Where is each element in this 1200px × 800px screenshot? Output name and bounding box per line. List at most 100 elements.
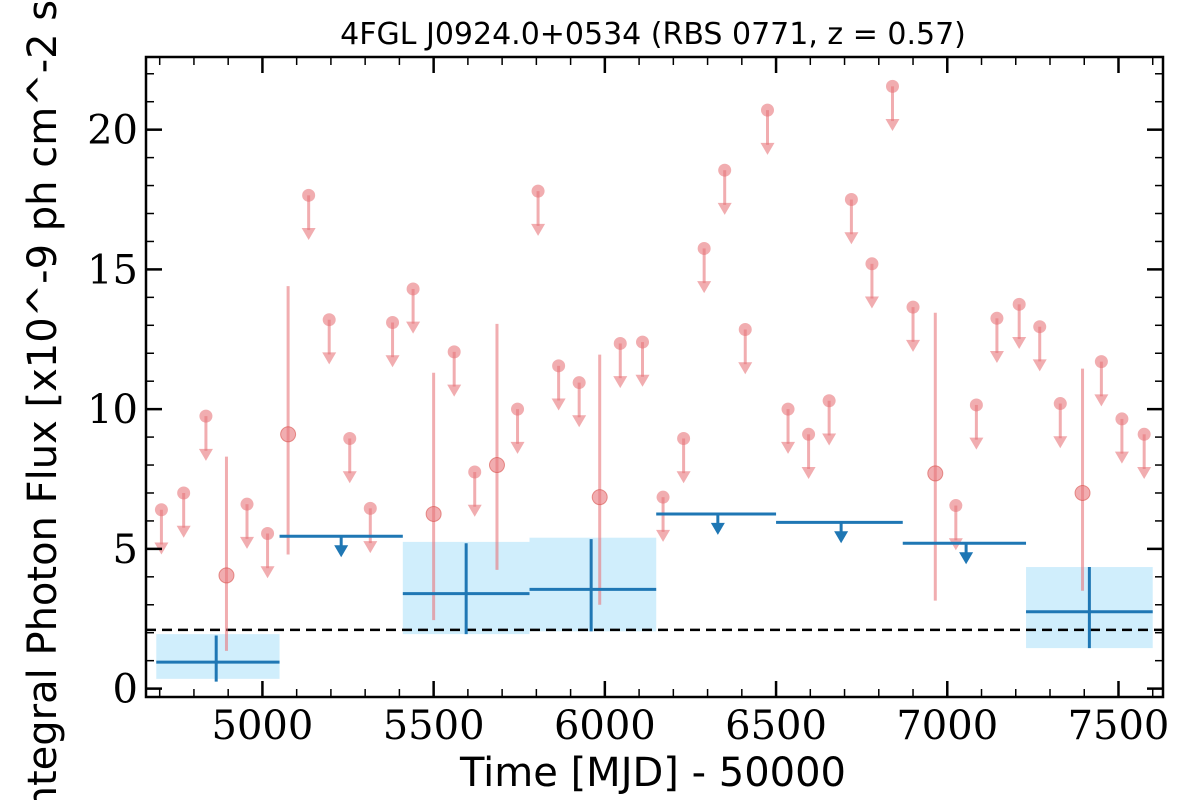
upper-limit-point xyxy=(656,490,670,504)
x-tick-label: 6500 xyxy=(725,703,827,749)
upper-limit-point xyxy=(718,163,732,177)
y-tick-label: 20 xyxy=(87,108,138,154)
upper-limit-point xyxy=(386,316,400,330)
upper-limit-arrow xyxy=(1012,337,1027,350)
upper-limit-arrow xyxy=(1137,467,1152,480)
y-tick-label: 10 xyxy=(87,387,138,433)
upper-limit-point xyxy=(822,394,836,408)
upper-limit-arrow xyxy=(363,541,378,554)
upper-limit-point xyxy=(322,313,336,327)
upper-limit-arrow xyxy=(697,281,712,294)
upper-limit-arrow xyxy=(176,525,191,538)
upper-limit-point xyxy=(240,497,254,511)
upper-limit-point xyxy=(447,345,461,359)
coarse-bin-band xyxy=(156,634,280,679)
upper-limit-point xyxy=(343,431,357,445)
upper-limit-arrow xyxy=(885,119,900,132)
x-tick-label: 7000 xyxy=(896,703,998,749)
detection-point xyxy=(280,426,297,443)
upper-limit-point xyxy=(572,376,586,390)
upper-limit-point xyxy=(302,188,316,202)
upper-limit-arrow xyxy=(342,471,357,484)
upper-limit-point xyxy=(761,103,774,117)
coarse-upper-limit-arrow xyxy=(334,545,349,558)
detection-point xyxy=(1074,484,1091,501)
upper-limit-point xyxy=(636,335,650,349)
upper-limit-arrow xyxy=(801,467,816,480)
upper-limit-arrow xyxy=(551,398,566,411)
upper-limit-point xyxy=(613,336,627,350)
upper-limit-point xyxy=(1033,320,1047,334)
upper-limit-arrow xyxy=(240,536,255,549)
upper-limit-arrow xyxy=(676,471,691,484)
upper-limit-point xyxy=(552,359,566,373)
x-tick-label: 5500 xyxy=(383,703,485,749)
upper-limit-arrow xyxy=(906,339,921,352)
upper-limit-arrow xyxy=(613,376,628,389)
upper-limit-arrow xyxy=(510,441,525,454)
upper-limit-arrow xyxy=(260,566,275,579)
upper-limit-arrow xyxy=(781,441,796,454)
detection-point xyxy=(927,465,944,482)
upper-limit-arrow xyxy=(738,362,753,375)
upper-limit-point xyxy=(468,465,482,479)
upper-limit-point xyxy=(1094,355,1108,369)
upper-limit-point xyxy=(802,427,816,441)
upper-limit-point xyxy=(844,193,858,207)
upper-limit-arrow xyxy=(1094,394,1109,407)
upper-limit-arrow xyxy=(406,321,421,334)
upper-limit-arrow xyxy=(301,228,316,241)
y-axis-label: Integral Photon Flux [x10^-9 ph cm^-2 s^… xyxy=(20,0,66,800)
upper-limit-point xyxy=(1115,412,1129,426)
upper-limit-arrow xyxy=(385,355,400,368)
upper-limit-arrow xyxy=(717,202,732,215)
plot-frame xyxy=(144,55,1165,699)
upper-limit-point xyxy=(1012,297,1026,311)
plot-area xyxy=(146,79,1163,682)
upper-limit-point xyxy=(969,398,983,412)
upper-limit-point xyxy=(199,409,213,423)
upper-limit-arrow xyxy=(531,223,546,236)
x-tick-label: 6000 xyxy=(554,703,656,749)
upper-limit-arrow xyxy=(969,437,984,450)
coarse-upper-limit-arrow xyxy=(959,552,974,565)
upper-limit-point xyxy=(906,300,920,314)
coarse-upper-limit-arrow xyxy=(710,522,725,535)
upper-limit-arrow xyxy=(447,384,462,397)
upper-limit-point xyxy=(738,322,752,336)
detection-point xyxy=(488,457,505,474)
upper-limit-point xyxy=(949,499,963,513)
upper-limit-arrow xyxy=(467,504,482,517)
upper-limit-point xyxy=(531,184,545,198)
upper-limit-arrow xyxy=(989,351,1004,364)
x-tick-label: 5000 xyxy=(212,703,314,749)
axes: 5000 5500 6000 6500 7000 7500 0 5 10 15 20 xyxy=(87,55,1169,749)
upper-limit-arrow xyxy=(198,448,213,461)
upper-limit-arrow xyxy=(760,142,775,155)
upper-limit-point xyxy=(677,431,691,445)
upper-limit-arrow xyxy=(822,433,837,446)
chart-title: 4FGL J0924.0+0534 (RBS 0771, z = 0.57) xyxy=(340,17,966,52)
upper-limit-point xyxy=(406,282,420,296)
upper-limit-arrow xyxy=(572,415,587,428)
upper-limit-arrow xyxy=(635,374,650,387)
upper-limit-point xyxy=(261,527,275,541)
upper-limit-point xyxy=(781,402,795,416)
upper-limit-point xyxy=(363,501,377,515)
upper-limit-point xyxy=(697,241,711,255)
y-tick-label: 0 xyxy=(113,667,138,713)
y-tick-label: 15 xyxy=(87,247,138,293)
upper-limit-arrow xyxy=(1114,451,1129,464)
y-tick-label: 5 xyxy=(113,527,138,573)
upper-limit-point xyxy=(1137,427,1151,441)
upper-limit-point xyxy=(990,311,1004,325)
upper-limit-point xyxy=(177,486,191,500)
upper-limit-point xyxy=(154,503,168,517)
coarse-bin-band xyxy=(529,537,657,632)
upper-limit-arrow xyxy=(1032,359,1047,372)
coarse-upper-limit-arrow xyxy=(834,531,849,544)
upper-limit-arrow xyxy=(864,296,879,309)
upper-limit-arrow xyxy=(322,352,337,365)
upper-limit-arrow xyxy=(1053,436,1068,449)
